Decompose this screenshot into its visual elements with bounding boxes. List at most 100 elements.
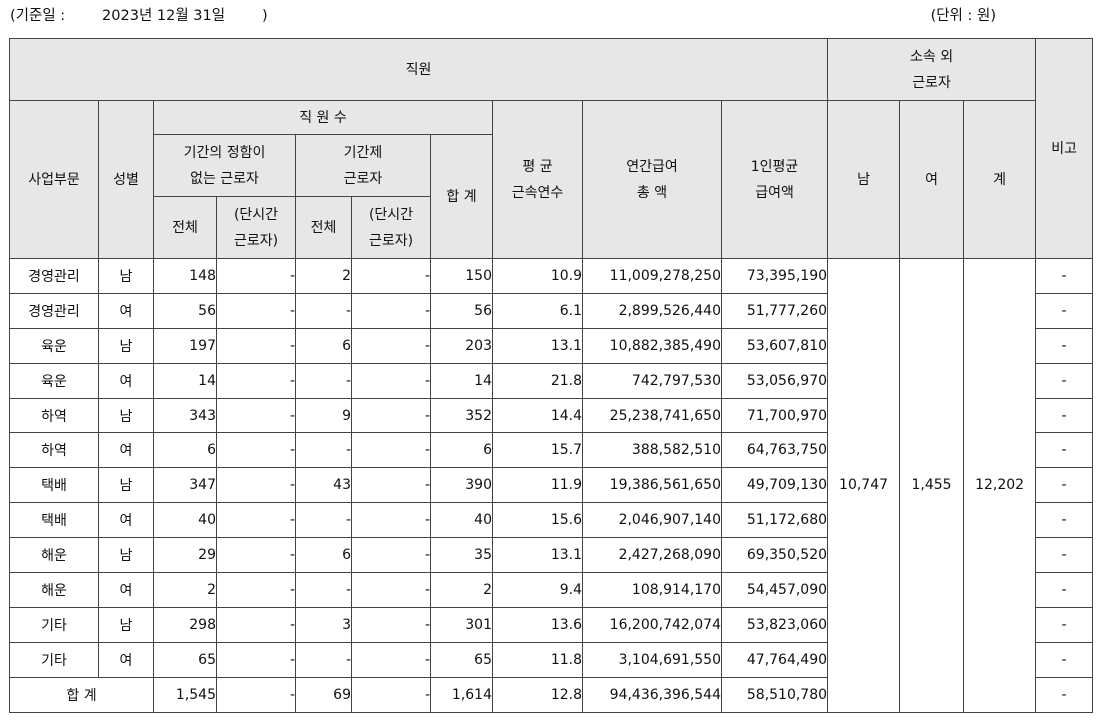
division-cell: 하역 bbox=[9, 432, 99, 469]
avg-pay-cell: 69,350,520 bbox=[720, 537, 829, 574]
outside-workers-total: 12,202 bbox=[963, 258, 1037, 713]
table-caption: (기준일 : 2023년 12월 31일 ) (단위 : 원) bbox=[10, 4, 1090, 26]
avg-tenure-cell: 11.9 bbox=[492, 467, 583, 504]
totals-permanent-total: 1,545 bbox=[153, 676, 217, 713]
fixed-term-part-time-cell: - bbox=[351, 641, 431, 678]
reference-date: (기준일 : 2023년 12월 31일 ) bbox=[10, 8, 268, 24]
header-fixed-all: 전체 bbox=[295, 196, 352, 259]
division-cell: 육운 bbox=[9, 362, 99, 399]
division-cell: 기타 bbox=[9, 641, 99, 678]
annual-pay-cell: 108,914,170 bbox=[582, 572, 722, 608]
division-cell: 경영관리 bbox=[9, 292, 99, 329]
division-cell: 기타 bbox=[9, 606, 99, 643]
fixed-term-part-time-cell: - bbox=[351, 467, 431, 504]
total-cell: 14 bbox=[430, 362, 493, 399]
permanent-part-time-cell: - bbox=[216, 606, 296, 643]
header-outside-male: 남 bbox=[827, 100, 901, 259]
permanent-total-cell: 14 bbox=[153, 362, 217, 399]
permanent-part-time-cell: - bbox=[216, 258, 296, 294]
remarks-cell: - bbox=[1035, 397, 1094, 434]
fixed-term-part-time-cell: - bbox=[351, 502, 431, 539]
total-cell: 2 bbox=[430, 572, 493, 608]
remarks-cell: - bbox=[1035, 432, 1094, 469]
permanent-total-cell: 347 bbox=[153, 467, 217, 504]
header-avg-tenure: 평 균 근속연수 bbox=[492, 100, 583, 259]
header-permanent-part-time: (단시간 근로자) bbox=[216, 196, 296, 259]
table-row: 해운 여 2 - - - 2 9.4 108,914,170 54,457,09… bbox=[9, 572, 1094, 608]
permanent-part-time-cell: - bbox=[216, 327, 296, 364]
avg-tenure-cell: 21.8 bbox=[492, 362, 583, 399]
gender-cell: 여 bbox=[98, 502, 154, 539]
fixed-term-total-cell: 2 bbox=[295, 258, 352, 294]
unit-label: (단위 : 원) bbox=[930, 8, 996, 24]
fixed-term-part-time-cell: - bbox=[351, 258, 431, 294]
annual-pay-cell: 742,797,530 bbox=[582, 362, 722, 399]
fixed-term-total-cell: 43 bbox=[295, 467, 352, 504]
permanent-total-cell: 197 bbox=[153, 327, 217, 364]
division-cell: 해운 bbox=[9, 572, 99, 608]
permanent-total-cell: 298 bbox=[153, 606, 217, 643]
remarks-cell: - bbox=[1035, 362, 1094, 399]
avg-pay-cell: 53,056,970 bbox=[720, 362, 829, 399]
header-permanent: 기간의 정함이 없는 근로자 bbox=[153, 134, 296, 197]
fixed-term-total-cell: - bbox=[295, 292, 352, 329]
totals-label: 합 계 bbox=[9, 676, 154, 713]
annual-pay-cell: 11,009,278,250 bbox=[582, 258, 722, 294]
totals-remarks: - bbox=[1035, 676, 1094, 713]
avg-tenure-cell: 6.1 bbox=[492, 292, 583, 329]
division-cell: 택배 bbox=[9, 467, 99, 504]
table-row: 택배 여 40 - - - 40 15.6 2,046,907,140 51,1… bbox=[9, 502, 1094, 539]
fixed-term-total-cell: - bbox=[295, 432, 352, 469]
division-cell: 경영관리 bbox=[9, 258, 99, 294]
permanent-part-time-cell: - bbox=[216, 537, 296, 574]
annual-pay-cell: 25,238,741,650 bbox=[582, 397, 722, 434]
totals-fixed-term-part-time: - bbox=[351, 676, 431, 713]
gender-cell: 남 bbox=[98, 537, 154, 574]
gender-cell: 남 bbox=[98, 258, 154, 294]
table-row: 해운 남 29 - 6 - 35 13.1 2,427,268,090 69,3… bbox=[9, 537, 1094, 574]
gender-cell: 여 bbox=[98, 362, 154, 399]
annual-pay-cell: 2,046,907,140 bbox=[582, 502, 722, 539]
permanent-total-cell: 6 bbox=[153, 432, 217, 469]
table-row: 경영관리 남 148 - 2 - 150 10.9 11,009,278,250… bbox=[9, 258, 1094, 713]
gender-cell: 남 bbox=[98, 327, 154, 364]
avg-tenure-cell: 14.4 bbox=[492, 397, 583, 434]
fixed-term-part-time-cell: - bbox=[351, 432, 431, 469]
header-division: 사업부문 bbox=[9, 100, 99, 259]
fixed-term-total-cell: 9 bbox=[295, 397, 352, 434]
permanent-total-cell: 29 bbox=[153, 537, 217, 574]
total-cell: 40 bbox=[430, 502, 493, 539]
totals-annual-pay: 94,436,396,544 bbox=[582, 676, 722, 713]
employee-status-table: 직원 소속 외 근로자 비고 사업부문 성별 직 원 수 평 균 근속연수 연간급여… bbox=[8, 38, 1094, 713]
avg-tenure-cell: 13.6 bbox=[492, 606, 583, 643]
header-employee-count: 직 원 수 bbox=[153, 100, 493, 135]
permanent-total-cell: 56 bbox=[153, 292, 217, 329]
gender-cell: 남 bbox=[98, 606, 154, 643]
avg-pay-cell: 51,172,680 bbox=[720, 502, 829, 539]
avg-pay-cell: 71,700,970 bbox=[720, 397, 829, 434]
division-cell: 육운 bbox=[9, 327, 99, 364]
total-cell: 203 bbox=[430, 327, 493, 364]
table-row: 하역 여 6 - - - 6 15.7 388,582,510 64,763,7… bbox=[9, 432, 1094, 469]
total-cell: 352 bbox=[430, 397, 493, 434]
total-cell: 56 bbox=[430, 292, 493, 329]
gender-cell: 여 bbox=[98, 572, 154, 608]
remarks-cell: - bbox=[1035, 327, 1094, 364]
total-cell: 150 bbox=[430, 258, 493, 294]
fixed-term-total-cell: - bbox=[295, 362, 352, 399]
division-cell: 택배 bbox=[9, 502, 99, 539]
remarks-cell: - bbox=[1035, 537, 1094, 574]
permanent-part-time-cell: - bbox=[216, 292, 296, 329]
annual-pay-cell: 388,582,510 bbox=[582, 432, 722, 469]
fixed-term-total-cell: 6 bbox=[295, 327, 352, 364]
permanent-part-time-cell: - bbox=[216, 641, 296, 678]
total-cell: 390 bbox=[430, 467, 493, 504]
gender-cell: 남 bbox=[98, 467, 154, 504]
remarks-cell: - bbox=[1035, 467, 1094, 504]
header-gender: 성별 bbox=[98, 100, 154, 259]
annual-pay-cell: 10,882,385,490 bbox=[582, 327, 722, 364]
table-row: 택배 남 347 - 43 - 390 11.9 19,386,561,650 … bbox=[9, 467, 1094, 504]
permanent-total-cell: 40 bbox=[153, 502, 217, 539]
annual-pay-cell: 16,200,742,074 bbox=[582, 606, 722, 643]
header-outside-female: 여 bbox=[899, 100, 965, 259]
